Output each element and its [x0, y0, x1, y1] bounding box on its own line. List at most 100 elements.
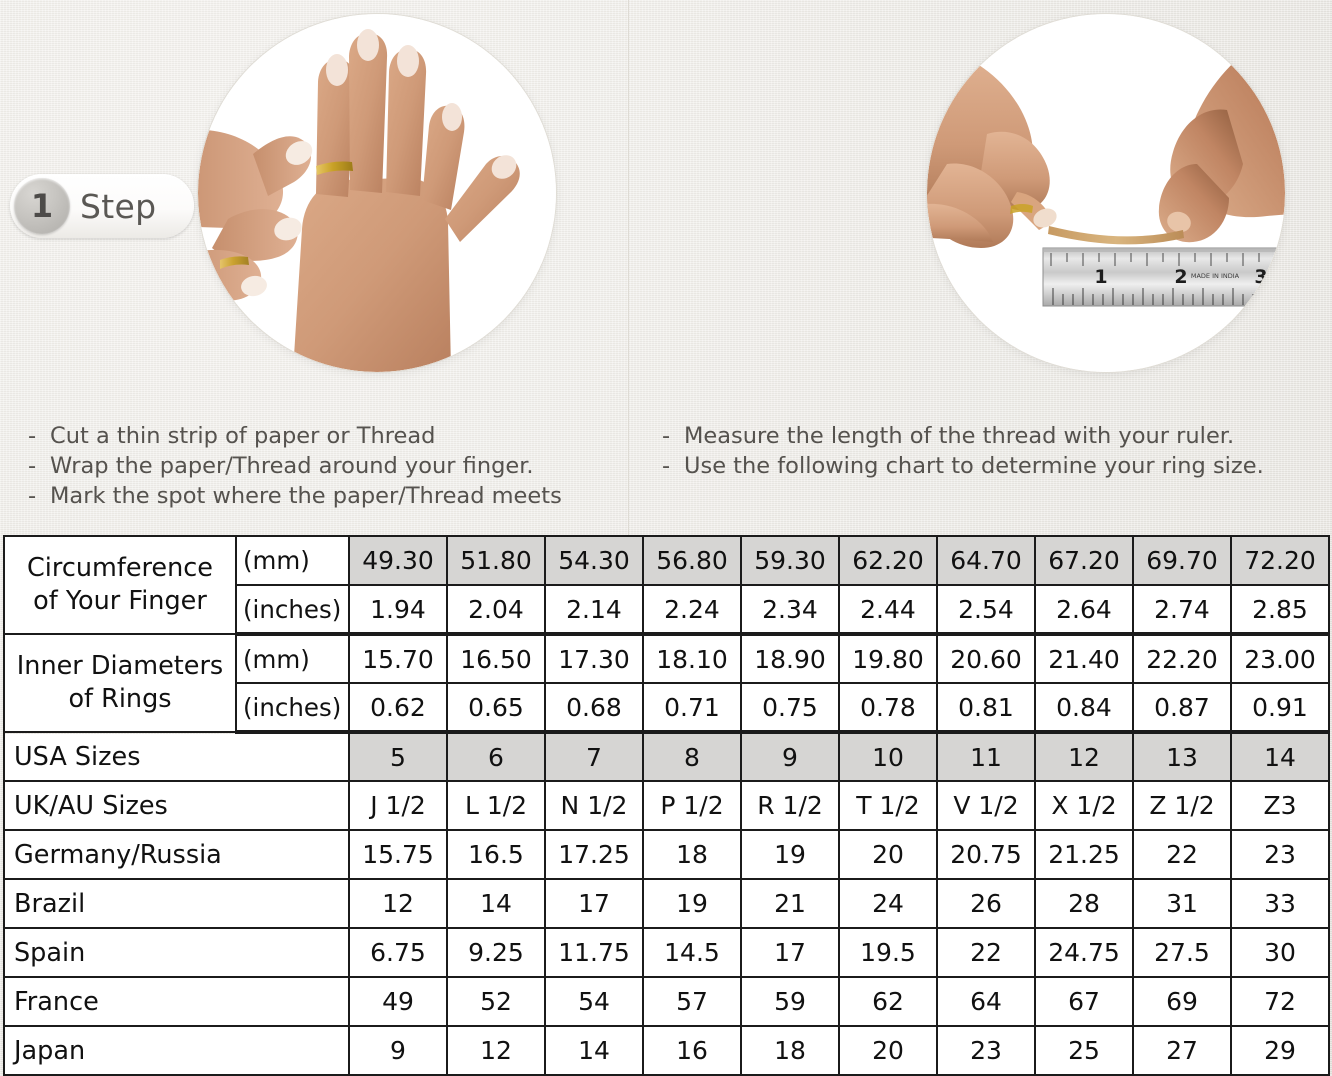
steps-section: 1 Step - Cut a thin strip of paper or Thr…	[0, 0, 1332, 535]
bullet-dash: -	[662, 423, 671, 449]
cell: 59	[740, 976, 840, 1027]
cell: 0.91	[1230, 682, 1330, 734]
cell: 18	[642, 829, 742, 880]
unit-cell: (mm)	[235, 535, 350, 586]
cell: 7	[544, 731, 644, 782]
cell: 0.65	[446, 682, 546, 734]
cell: 2.64	[1034, 584, 1134, 636]
table-row: France 49 52 54 57 59 62 64 67 69 72	[3, 976, 1330, 1027]
thread-measured-on-ruler-photo: 1 2 3 MADE IN INDIA	[927, 14, 1285, 372]
cell: 18.10	[642, 633, 742, 684]
step-2-instructions: - Measure the length of the thread with y…	[662, 421, 1264, 481]
cell: 52	[446, 976, 546, 1027]
cell: T 1/2	[838, 780, 938, 831]
cell: 20.60	[936, 633, 1036, 684]
ring-size-chart: Circumference of Your Finger (mm) 49.30 …	[3, 535, 1330, 1076]
cell: 2.34	[740, 584, 840, 636]
cell: N 1/2	[544, 780, 644, 831]
cell: 14	[446, 878, 546, 929]
cell: 27	[1132, 1025, 1232, 1076]
cell: L 1/2	[446, 780, 546, 831]
step-panel-1: 1 Step - Cut a thin strip of paper or Thr…	[0, 0, 628, 535]
table-row: Brazil 12 14 17 19 21 24 26 28 31 33	[3, 878, 1330, 929]
cell: 9	[740, 731, 840, 782]
cell: 23.00	[1230, 633, 1330, 684]
table-row: Circumference of Your Finger (mm) 49.30 …	[3, 535, 1330, 635]
cell: Z 1/2	[1132, 780, 1232, 831]
cell: 22	[936, 927, 1036, 978]
cell: 0.81	[936, 682, 1036, 734]
cell: 19	[642, 878, 742, 929]
cell: 51.80	[446, 535, 546, 586]
step-label-1: Step	[80, 186, 157, 226]
cell: 49	[348, 976, 448, 1027]
cell: 24	[838, 878, 938, 929]
cell: 10	[838, 731, 938, 782]
cell: J 1/2	[348, 780, 448, 831]
cell: 15.70	[348, 633, 448, 684]
cell: 72.20	[1230, 535, 1330, 586]
cell: 0.71	[642, 682, 742, 734]
cell: 13	[1132, 731, 1232, 782]
cell: 28	[1034, 878, 1134, 929]
cell: 64.70	[936, 535, 1036, 586]
cell: 19	[740, 829, 840, 880]
table-row: (inches) 0.62 0.65 0.68 0.71 0.75 0.78 0…	[4, 682, 1330, 734]
cell: 6.75	[348, 927, 448, 978]
cell: 19.5	[838, 927, 938, 978]
cell: 59.30	[740, 535, 840, 586]
unit-cell: (inches)	[235, 584, 350, 636]
group-label-inner-diameters: Inner Diameters of Rings	[3, 633, 237, 733]
cell: 26	[936, 878, 1036, 929]
cell: 14	[544, 1025, 644, 1076]
cell: 2.24	[642, 584, 742, 636]
svg-text:MADE IN INDIA: MADE IN INDIA	[1191, 272, 1240, 280]
cell: 2.74	[1132, 584, 1232, 636]
cell: 16.5	[446, 829, 546, 880]
cell: 14.5	[642, 927, 742, 978]
cell: 57	[642, 976, 742, 1027]
cell: 62.20	[838, 535, 938, 586]
cell: Z3	[1230, 780, 1330, 831]
cell: 0.62	[348, 682, 448, 734]
cell: 11.75	[544, 927, 644, 978]
row-label-japan: Japan	[3, 1025, 350, 1076]
cell: 17	[544, 878, 644, 929]
instruction-line: Measure the length of the thread with yo…	[684, 423, 1235, 449]
cell: 16.50	[446, 633, 546, 684]
hand-with-ring-photo	[198, 14, 556, 372]
cell: 0.75	[740, 682, 840, 734]
bullet-dash: -	[28, 423, 37, 449]
cell: 12	[348, 878, 448, 929]
cell: 27.5	[1132, 927, 1232, 978]
step-number-1: 1	[14, 178, 70, 234]
cell: 29	[1230, 1025, 1330, 1076]
cell: 6	[446, 731, 546, 782]
cell: 64	[936, 976, 1036, 1027]
bullet-dash: -	[662, 453, 671, 479]
cell: 2.44	[838, 584, 938, 636]
cell: 8	[642, 731, 742, 782]
table-row: Spain 6.75 9.25 11.75 14.5 17 19.5 22 24…	[3, 927, 1330, 978]
cell: 72	[1230, 976, 1330, 1027]
row-label-brazil: Brazil	[3, 878, 350, 929]
instruction-line: Cut a thin strip of paper or Thread	[50, 423, 436, 449]
cell: 17	[740, 927, 840, 978]
cell: 69	[1132, 976, 1232, 1027]
table-row: Germany/Russia 15.75 16.5 17.25 18 19 20…	[3, 829, 1330, 880]
cell: 12	[446, 1025, 546, 1076]
step-1-instructions: - Cut a thin strip of paper or Thread - Wr…	[28, 421, 562, 511]
table-row: (inches) 1.94 2.04 2.14 2.24 2.34 2.44 2…	[4, 584, 1330, 636]
cell: 15.75	[348, 829, 448, 880]
bullet-dash: -	[28, 483, 37, 509]
cell: 62	[838, 976, 938, 1027]
cell: 30	[1230, 927, 1330, 978]
cell: 22	[1132, 829, 1232, 880]
cell: 20.75	[936, 829, 1036, 880]
row-label-uk-au-sizes: UK/AU Sizes	[3, 780, 350, 831]
cell: V 1/2	[936, 780, 1036, 831]
cell: 54.30	[544, 535, 644, 586]
row-label-spain: Spain	[3, 927, 350, 978]
cell: 0.84	[1034, 682, 1134, 734]
cell: 67.20	[1034, 535, 1134, 586]
